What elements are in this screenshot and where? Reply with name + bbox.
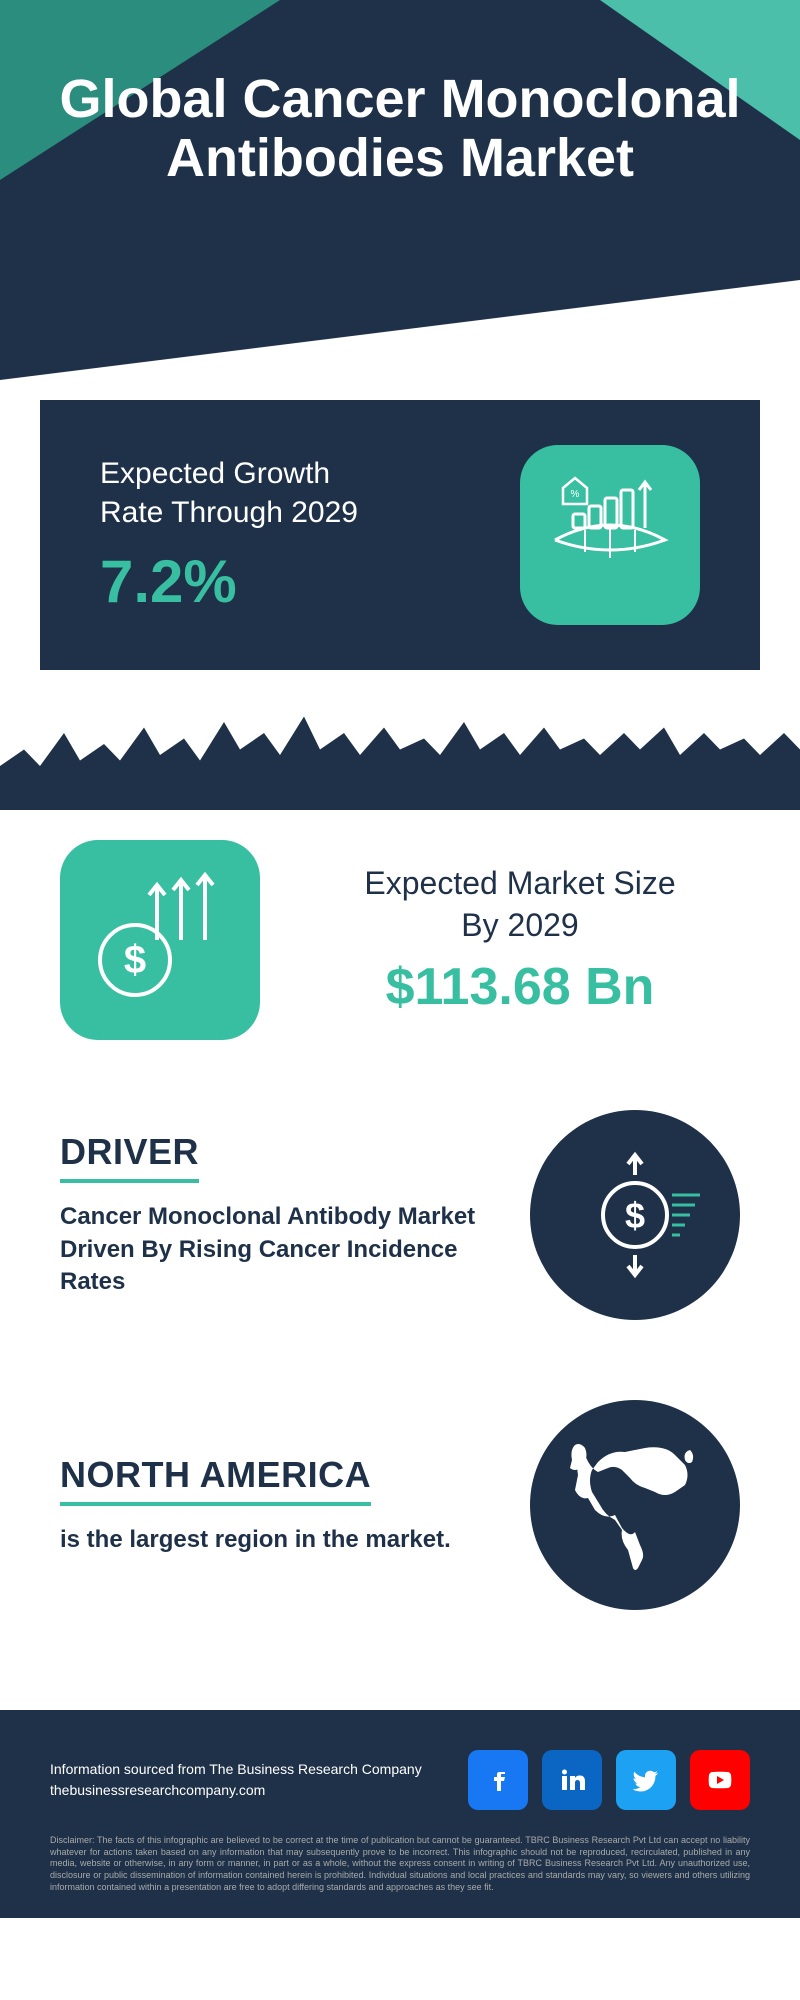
twitter-icon[interactable]	[616, 1750, 676, 1810]
source-url: thebusinessresearchcompany.com	[50, 1782, 265, 1798]
region-text: is the largest region in the market.	[60, 1524, 500, 1556]
source-text: Information sourced from The Business Re…	[50, 1761, 422, 1777]
header: Global Cancer Monoclonal Antibodies Mark…	[0, 0, 800, 380]
facebook-icon[interactable]	[468, 1750, 528, 1810]
social-links	[468, 1750, 750, 1810]
stat-label: Expected Market Size	[364, 865, 675, 901]
svg-text:%: %	[571, 489, 580, 500]
svg-text:$: $	[625, 1195, 645, 1236]
dollar-arrows-icon: $	[60, 840, 260, 1040]
linkedin-icon[interactable]	[542, 1750, 602, 1810]
page-title: Global Cancer Monoclonal Antibodies Mark…	[0, 70, 800, 189]
section-heading: NORTH AMERICA	[60, 1454, 371, 1506]
driver-section: DRIVER Cancer Monoclonal Antibody Market…	[0, 1070, 800, 1360]
growth-chart-icon: %	[520, 445, 700, 625]
driver-text: Cancer Monoclonal Antibody Market Driven…	[60, 1201, 500, 1298]
market-size-card: $ Expected Market Size By 2029 $113.68 Bn	[0, 810, 800, 1070]
north-america-icon	[530, 1400, 740, 1610]
section-heading: DRIVER	[60, 1131, 199, 1183]
stat-label: Rate Through 2029	[100, 496, 358, 529]
svg-text:$: $	[124, 938, 146, 982]
growth-rate-value: 7.2%	[100, 547, 358, 616]
dollar-cycle-icon: $	[530, 1110, 740, 1320]
stat-label: Expected Growth	[100, 457, 330, 490]
footer: Information sourced from The Business Re…	[0, 1710, 800, 1918]
disclaimer-text: Disclaimer: The facts of this infographi…	[50, 1835, 750, 1893]
market-size-value: $113.68 Bn	[300, 957, 740, 1017]
growth-rate-card: Expected Growth Rate Through 2029 7.2% %	[40, 400, 760, 670]
stat-label: By 2029	[461, 907, 578, 943]
region-section: NORTH AMERICA is the largest region in t…	[0, 1360, 800, 1650]
triangle-decor	[0, 280, 800, 380]
skyline-decor	[0, 700, 800, 810]
youtube-icon[interactable]	[690, 1750, 750, 1810]
